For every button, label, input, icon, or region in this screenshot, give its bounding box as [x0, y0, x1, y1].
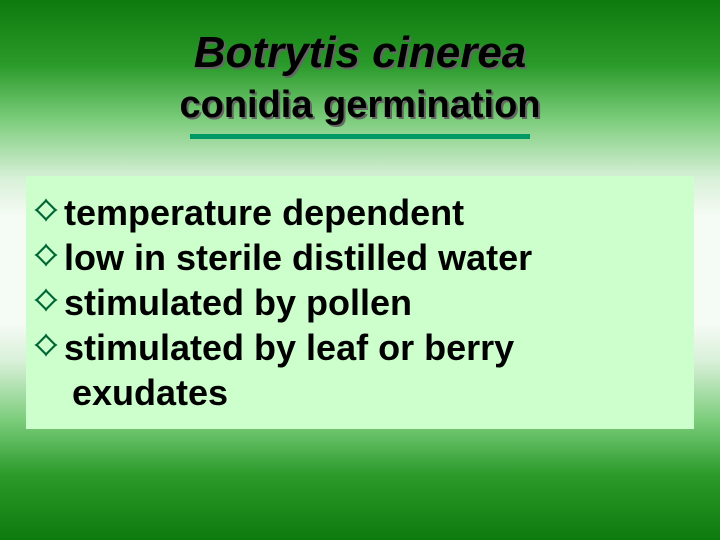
- bullet-text: low in sterile distilled water: [64, 235, 532, 280]
- bullet-text: stimulated by leaf or berry: [64, 325, 514, 370]
- diamond-arrows-icon: [32, 241, 60, 275]
- bullet-item: stimulated by leaf or berry: [32, 325, 688, 370]
- slide-subtitle: conidia germination: [0, 84, 720, 127]
- diamond-arrows-icon: [32, 331, 60, 365]
- diamond-arrows-icon: [32, 286, 60, 320]
- bullet-item: stimulated by pollen: [32, 280, 688, 325]
- content-box: temperature dependentlow in sterile dist…: [26, 176, 694, 429]
- bullet-continuation: exudates: [32, 370, 688, 415]
- bullet-item: low in sterile distilled water: [32, 235, 688, 280]
- slide-title: Botrytis cinerea: [0, 28, 720, 78]
- bullet-text: stimulated by pollen: [64, 280, 412, 325]
- bullet-text: temperature dependent: [64, 190, 464, 235]
- subtitle-underline: [190, 134, 530, 139]
- diamond-arrows-icon: [32, 196, 60, 230]
- bullet-item: temperature dependent: [32, 190, 688, 235]
